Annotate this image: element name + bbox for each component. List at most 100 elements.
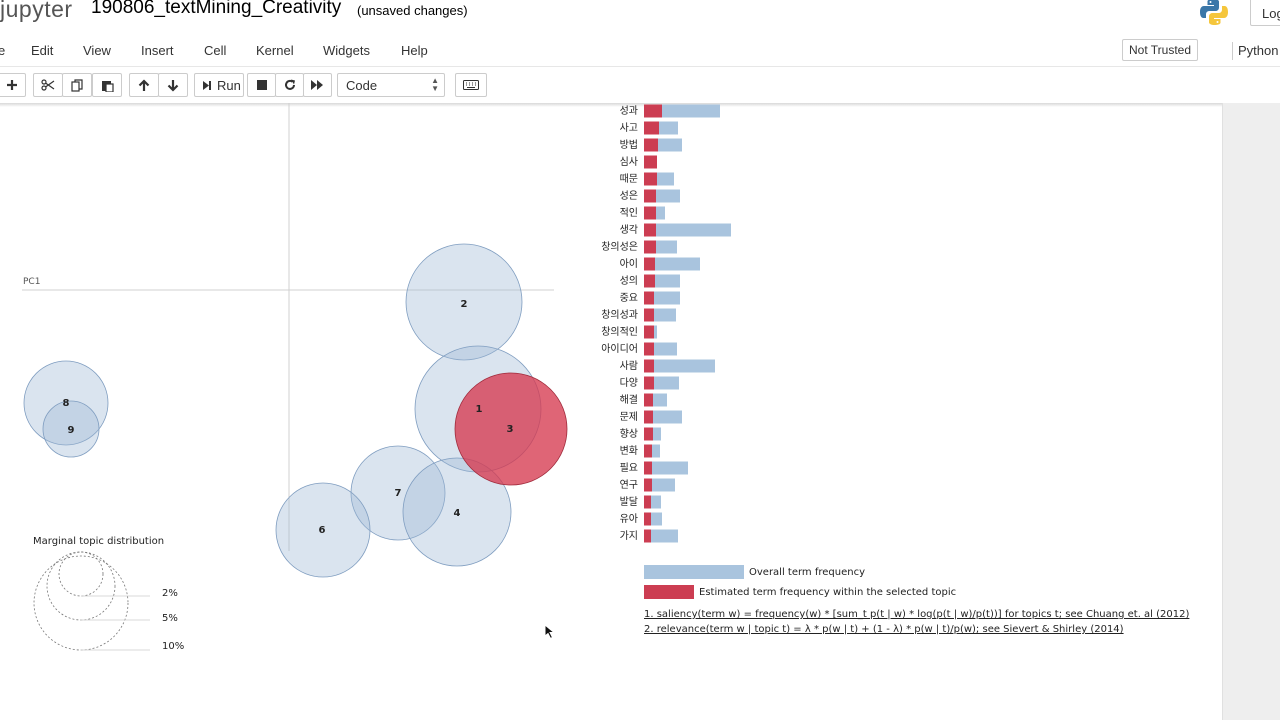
menu-insert[interactable]: Insert: [141, 43, 174, 58]
term-row[interactable]: 사람: [620, 359, 715, 373]
term-row[interactable]: 방법: [620, 138, 682, 152]
term-row[interactable]: 창의적인: [601, 325, 657, 339]
menu-file[interactable]: e: [0, 43, 6, 58]
move-up-button[interactable]: [129, 73, 159, 97]
save-status: (unsaved changes): [357, 3, 468, 18]
topic-frequency-bar: [644, 121, 659, 135]
command-palette-button[interactable]: [455, 73, 487, 97]
term-label[interactable]: 아이디어: [601, 343, 638, 355]
topic-circle-2[interactable]: [405, 243, 523, 361]
term-label[interactable]: 아이: [620, 258, 638, 270]
term-label[interactable]: 적인: [620, 207, 638, 219]
term-row[interactable]: 발달: [620, 495, 661, 509]
notebook-title[interactable]: 190806_textMining_Creativity: [91, 0, 342, 18]
term-label[interactable]: 때문: [620, 173, 638, 185]
topic-frequency-bar: [644, 461, 652, 475]
term-label[interactable]: 유아: [620, 513, 638, 525]
term-label[interactable]: 사람: [620, 359, 638, 372]
term-row[interactable]: 가지: [620, 529, 678, 543]
term-label[interactable]: 생각: [620, 224, 638, 236]
term-label[interactable]: 창의성은: [601, 241, 638, 253]
paste-button[interactable]: [92, 73, 122, 97]
term-label[interactable]: 문제: [620, 411, 638, 423]
relevance-note[interactable]: 2. relevance(term w | topic t) = λ * p(w…: [644, 624, 1124, 635]
term-row[interactable]: 아이디어: [601, 342, 677, 356]
term-label[interactable]: 창의적인: [601, 326, 638, 338]
topic-label-7: 7: [395, 488, 402, 499]
term-row[interactable]: 성의: [620, 274, 680, 288]
term-row[interactable]: 연구: [620, 478, 675, 492]
term-label[interactable]: 심사: [620, 156, 638, 168]
menu-view[interactable]: View: [83, 43, 111, 58]
topic-frequency-bar: [644, 393, 653, 407]
term-label[interactable]: 성과: [620, 105, 638, 117]
term-label[interactable]: 해결: [620, 393, 638, 406]
topic-circle-8[interactable]: [23, 360, 109, 446]
term-row[interactable]: 성과: [620, 104, 720, 118]
term-row[interactable]: 문제: [620, 410, 682, 424]
menu-kernel[interactable]: Kernel: [256, 43, 294, 58]
toolbar-shadow: [0, 103, 1280, 107]
menu-help[interactable]: Help: [401, 43, 428, 58]
interrupt-button[interactable]: [247, 73, 276, 97]
refresh-icon: [284, 79, 295, 90]
term-row[interactable]: 다양: [620, 376, 679, 390]
restart-run-all-button[interactable]: [303, 73, 332, 97]
overall-frequency-bar: [644, 257, 700, 271]
restart-button[interactable]: [275, 73, 304, 97]
term-label[interactable]: 창의성과: [601, 309, 638, 321]
copy-button[interactable]: [62, 73, 92, 97]
term-row[interactable]: 유아: [620, 512, 662, 526]
term-label[interactable]: 성의: [620, 275, 638, 287]
run-button[interactable]: Run: [194, 73, 244, 97]
term-row[interactable]: 아이: [620, 257, 700, 271]
topic-circles: [23, 243, 568, 578]
arrow-up-icon: [138, 78, 150, 91]
menu-widgets[interactable]: Widgets: [323, 43, 370, 58]
term-row[interactable]: 창의성은: [601, 240, 677, 254]
overall-frequency-bar: [644, 461, 688, 475]
move-down-button[interactable]: [158, 73, 188, 97]
topic-numbers: 2 1 3 7 4 6 8 9: [63, 299, 514, 536]
insert-cell-button[interactable]: [0, 73, 26, 97]
topic-frequency-bar: [644, 359, 654, 373]
term-row[interactable]: 생각: [620, 223, 731, 237]
term-row[interactable]: 성은: [620, 189, 680, 203]
topic-circle-4[interactable]: [402, 457, 512, 567]
topic-frequency-bar: [644, 478, 652, 492]
term-row[interactable]: 향상: [620, 427, 661, 441]
term-row[interactable]: 적인: [620, 206, 665, 220]
term-label[interactable]: 발달: [620, 496, 638, 508]
jupyter-logo[interactable]: jupyter: [0, 0, 73, 22]
term-label[interactable]: 사고: [620, 122, 638, 134]
term-label[interactable]: 향상: [620, 428, 638, 440]
term-row[interactable]: 필요: [620, 461, 688, 475]
kernel-name[interactable]: Python: [1238, 43, 1279, 58]
topic-circle-7[interactable]: [350, 445, 446, 541]
logout-button[interactable]: Log: [1250, 0, 1280, 26]
term-row[interactable]: 창의성과: [601, 308, 676, 322]
term-label[interactable]: 다양: [620, 377, 638, 389]
term-row[interactable]: 때문: [620, 172, 674, 186]
trust-status-button[interactable]: Not Trusted: [1122, 39, 1199, 61]
term-label[interactable]: 방법: [620, 139, 638, 151]
term-row[interactable]: 심사: [620, 155, 657, 169]
term-row[interactable]: 중요: [620, 291, 680, 305]
term-label[interactable]: 가지: [620, 530, 638, 542]
topic-circle-3[interactable]: [454, 372, 568, 486]
topic-circle-6[interactable]: [275, 482, 371, 578]
term-label[interactable]: 연구: [620, 479, 638, 491]
menu-cell[interactable]: Cell: [204, 43, 227, 58]
topic-circle-9[interactable]: [42, 400, 100, 458]
term-label[interactable]: 필요: [620, 462, 638, 474]
cut-button[interactable]: [33, 73, 63, 97]
term-label[interactable]: 변화: [620, 445, 638, 457]
term-label[interactable]: 중요: [620, 292, 638, 304]
term-row[interactable]: 해결: [620, 393, 667, 407]
term-row[interactable]: 사고: [620, 121, 678, 135]
saliency-note[interactable]: 1. saliency(term w) = frequency(w) * [su…: [644, 609, 1189, 620]
term-row[interactable]: 변화: [620, 444, 660, 458]
menu-edit[interactable]: Edit: [31, 43, 54, 58]
term-label[interactable]: 성은: [620, 190, 638, 202]
cell-type-select[interactable]: Code ▲ ▼: [337, 73, 445, 97]
